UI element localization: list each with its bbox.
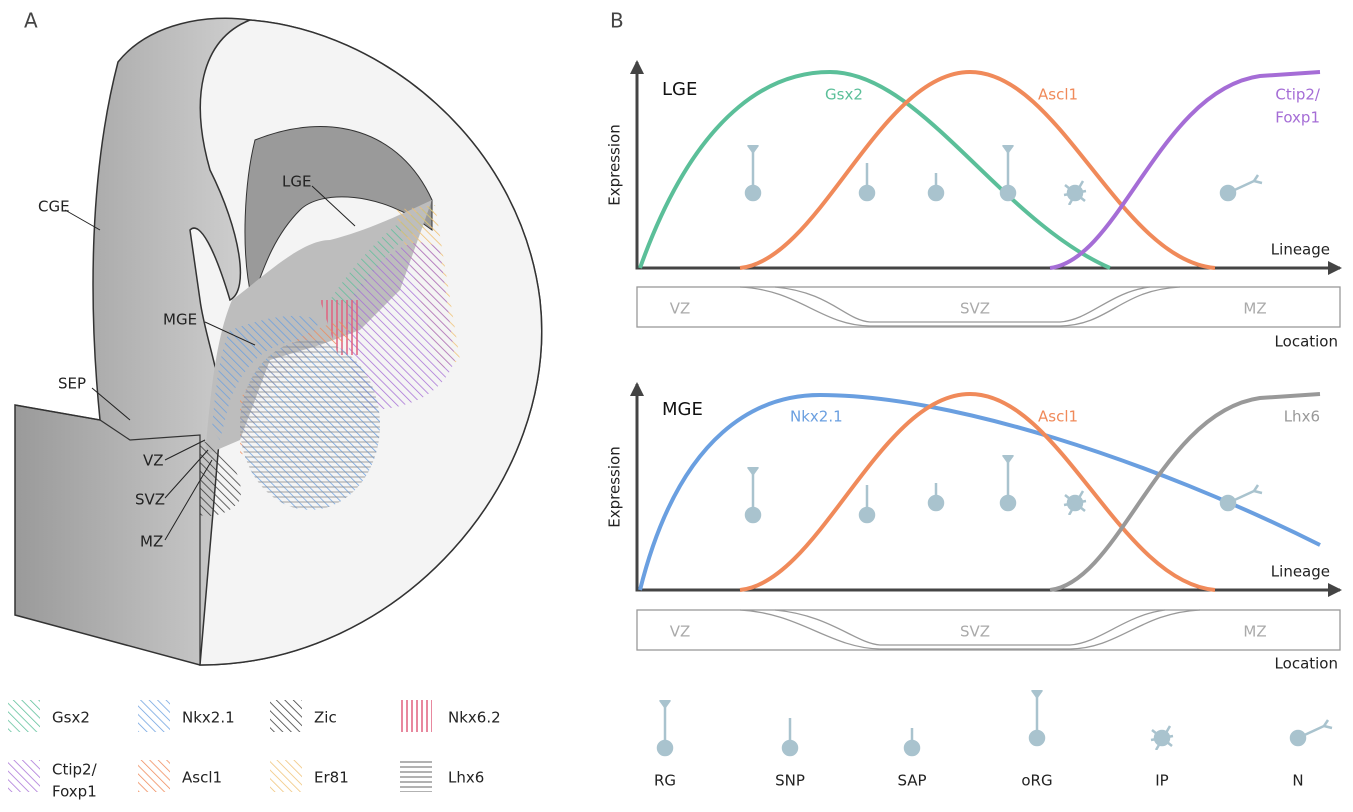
legend-swatch <box>270 700 302 732</box>
curve-label: Ascl1 <box>1038 408 1078 426</box>
legend-swatch <box>138 700 170 732</box>
cell-type-label: N <box>1292 772 1303 790</box>
plot-lge <box>630 60 1342 327</box>
cell-type-label: IP <box>1155 772 1168 790</box>
cell-type-label: RG <box>654 772 676 790</box>
curve-label: Lhx6 <box>1284 408 1320 426</box>
zone-label: MZ <box>1243 300 1266 318</box>
legend-label: Er81 <box>314 769 349 787</box>
legend-label: Nkx2.1 <box>182 709 235 727</box>
plot-title: MGE <box>662 399 703 420</box>
curve-label: Nkx2.1 <box>790 408 843 426</box>
x-axis-label: Lineage <box>1271 563 1330 581</box>
legend: Gsx2 Nkx2.1 Zic Nkx6.2 Ctip2/ Foxp1 Ascl… <box>8 700 501 801</box>
zone-label: VZ <box>670 623 691 641</box>
region-label: MGE <box>163 311 197 329</box>
plot-mge <box>630 382 1342 650</box>
region-label: VZ <box>143 452 164 470</box>
curve-label: Ctip2/ <box>1275 86 1321 104</box>
region-label: SEP <box>58 375 86 393</box>
curve-label: Gsx2 <box>825 86 863 104</box>
region-label: SVZ <box>135 491 165 509</box>
legend-swatch <box>8 760 40 792</box>
zone-label: SVZ <box>960 623 990 641</box>
legend-label: Ctip2/ <box>52 761 98 779</box>
legend-swatch <box>8 700 40 732</box>
figure: A CGE LGE MGE SEP VZ SVZ MZ Gsx2 Nkx2.1 … <box>0 0 1353 808</box>
legend-label: Ascl1 <box>182 769 222 787</box>
y-axis-label: Expression <box>606 446 624 527</box>
location-label: Location <box>1275 655 1338 673</box>
cell-type-key <box>658 690 1332 755</box>
zone-label: VZ <box>670 300 691 318</box>
zone-label: SVZ <box>960 300 990 318</box>
zone-label: MZ <box>1243 623 1266 641</box>
cell-type-label: oRG <box>1021 772 1052 790</box>
curve-label: Ascl1 <box>1038 86 1078 104</box>
brain-illustration <box>15 18 542 665</box>
y-axis-label: Expression <box>606 124 624 205</box>
region-label: CGE <box>38 198 70 216</box>
panel-label: B <box>610 9 624 33</box>
legend-label: Nkx6.2 <box>448 709 501 727</box>
location-label: Location <box>1275 333 1338 351</box>
legend-label: Lhx6 <box>448 769 484 787</box>
panel-label: A <box>24 9 38 33</box>
legend-label: Foxp1 <box>52 783 97 801</box>
legend-swatch <box>270 760 302 792</box>
region-label: LGE <box>282 173 311 191</box>
legend-swatch <box>138 760 170 792</box>
cell-type-label: SNP <box>775 772 805 790</box>
x-axis-label: Lineage <box>1271 241 1330 259</box>
legend-label: Gsx2 <box>52 709 90 727</box>
legend-swatch <box>400 760 432 792</box>
region-label: MZ <box>140 533 163 551</box>
plot-title: LGE <box>662 79 697 100</box>
cell-type-label: SAP <box>897 772 926 790</box>
legend-swatch <box>400 700 432 732</box>
curve-label: Foxp1 <box>1275 109 1320 127</box>
legend-label: Zic <box>314 709 337 727</box>
